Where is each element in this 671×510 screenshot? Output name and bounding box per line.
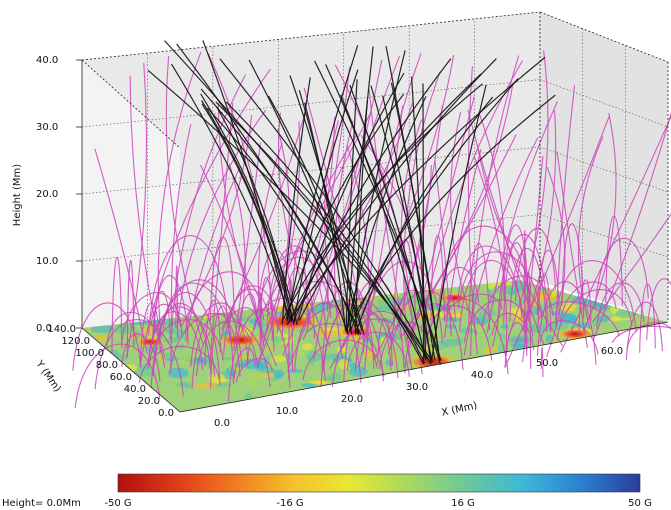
x-tick-label: 0.0	[214, 418, 230, 429]
colorbar-tick-3: 50 G	[628, 498, 652, 509]
z-tick-label: 10.0	[36, 256, 58, 267]
z-tick-label: 40.0	[36, 55, 58, 66]
x-tick-label: 50.0	[536, 358, 558, 369]
y-tick-label: 140.0	[47, 324, 76, 335]
z-axis-ticks: 40.030.020.010.00.0	[36, 55, 82, 334]
z-tick-label: 30.0	[36, 122, 58, 133]
x-axis-label: X (Mm)	[441, 400, 479, 418]
y-tick-label: 100.0	[75, 348, 104, 359]
z-tick-label: 20.0	[36, 189, 58, 200]
colorbar-tick-0: -50 G	[104, 498, 131, 509]
y-tick-label: 80.0	[96, 360, 118, 371]
y-tick-label: 40.0	[124, 384, 146, 395]
colorbar: Height= 0.0Mm -50 G -16 G 16 G 50 G	[2, 474, 652, 509]
colorbar-tick-1: -16 G	[276, 498, 303, 509]
y-tick-label: 60.0	[110, 372, 132, 383]
y-tick-label: 0.0	[158, 408, 174, 419]
y-axis-label: Y (Mm)	[33, 358, 63, 394]
x-tick-label: 10.0	[276, 406, 298, 417]
y-tick-label: 120.0	[61, 336, 90, 347]
z-axis-label: Height (Mm)	[12, 164, 23, 227]
colorbar-swatch	[118, 474, 640, 492]
colorbar-tick-2: 16 G	[451, 498, 475, 509]
height-readout: Height= 0.0Mm	[2, 498, 81, 509]
x-tick-label: 60.0	[601, 346, 623, 357]
x-tick-label: 20.0	[341, 394, 363, 405]
x-tick-label: 40.0	[471, 370, 493, 381]
x-tick-label: 30.0	[406, 382, 428, 393]
y-tick-label: 20.0	[138, 396, 160, 407]
